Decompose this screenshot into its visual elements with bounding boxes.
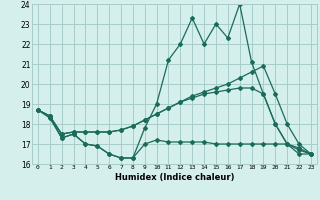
X-axis label: Humidex (Indice chaleur): Humidex (Indice chaleur) — [115, 173, 234, 182]
